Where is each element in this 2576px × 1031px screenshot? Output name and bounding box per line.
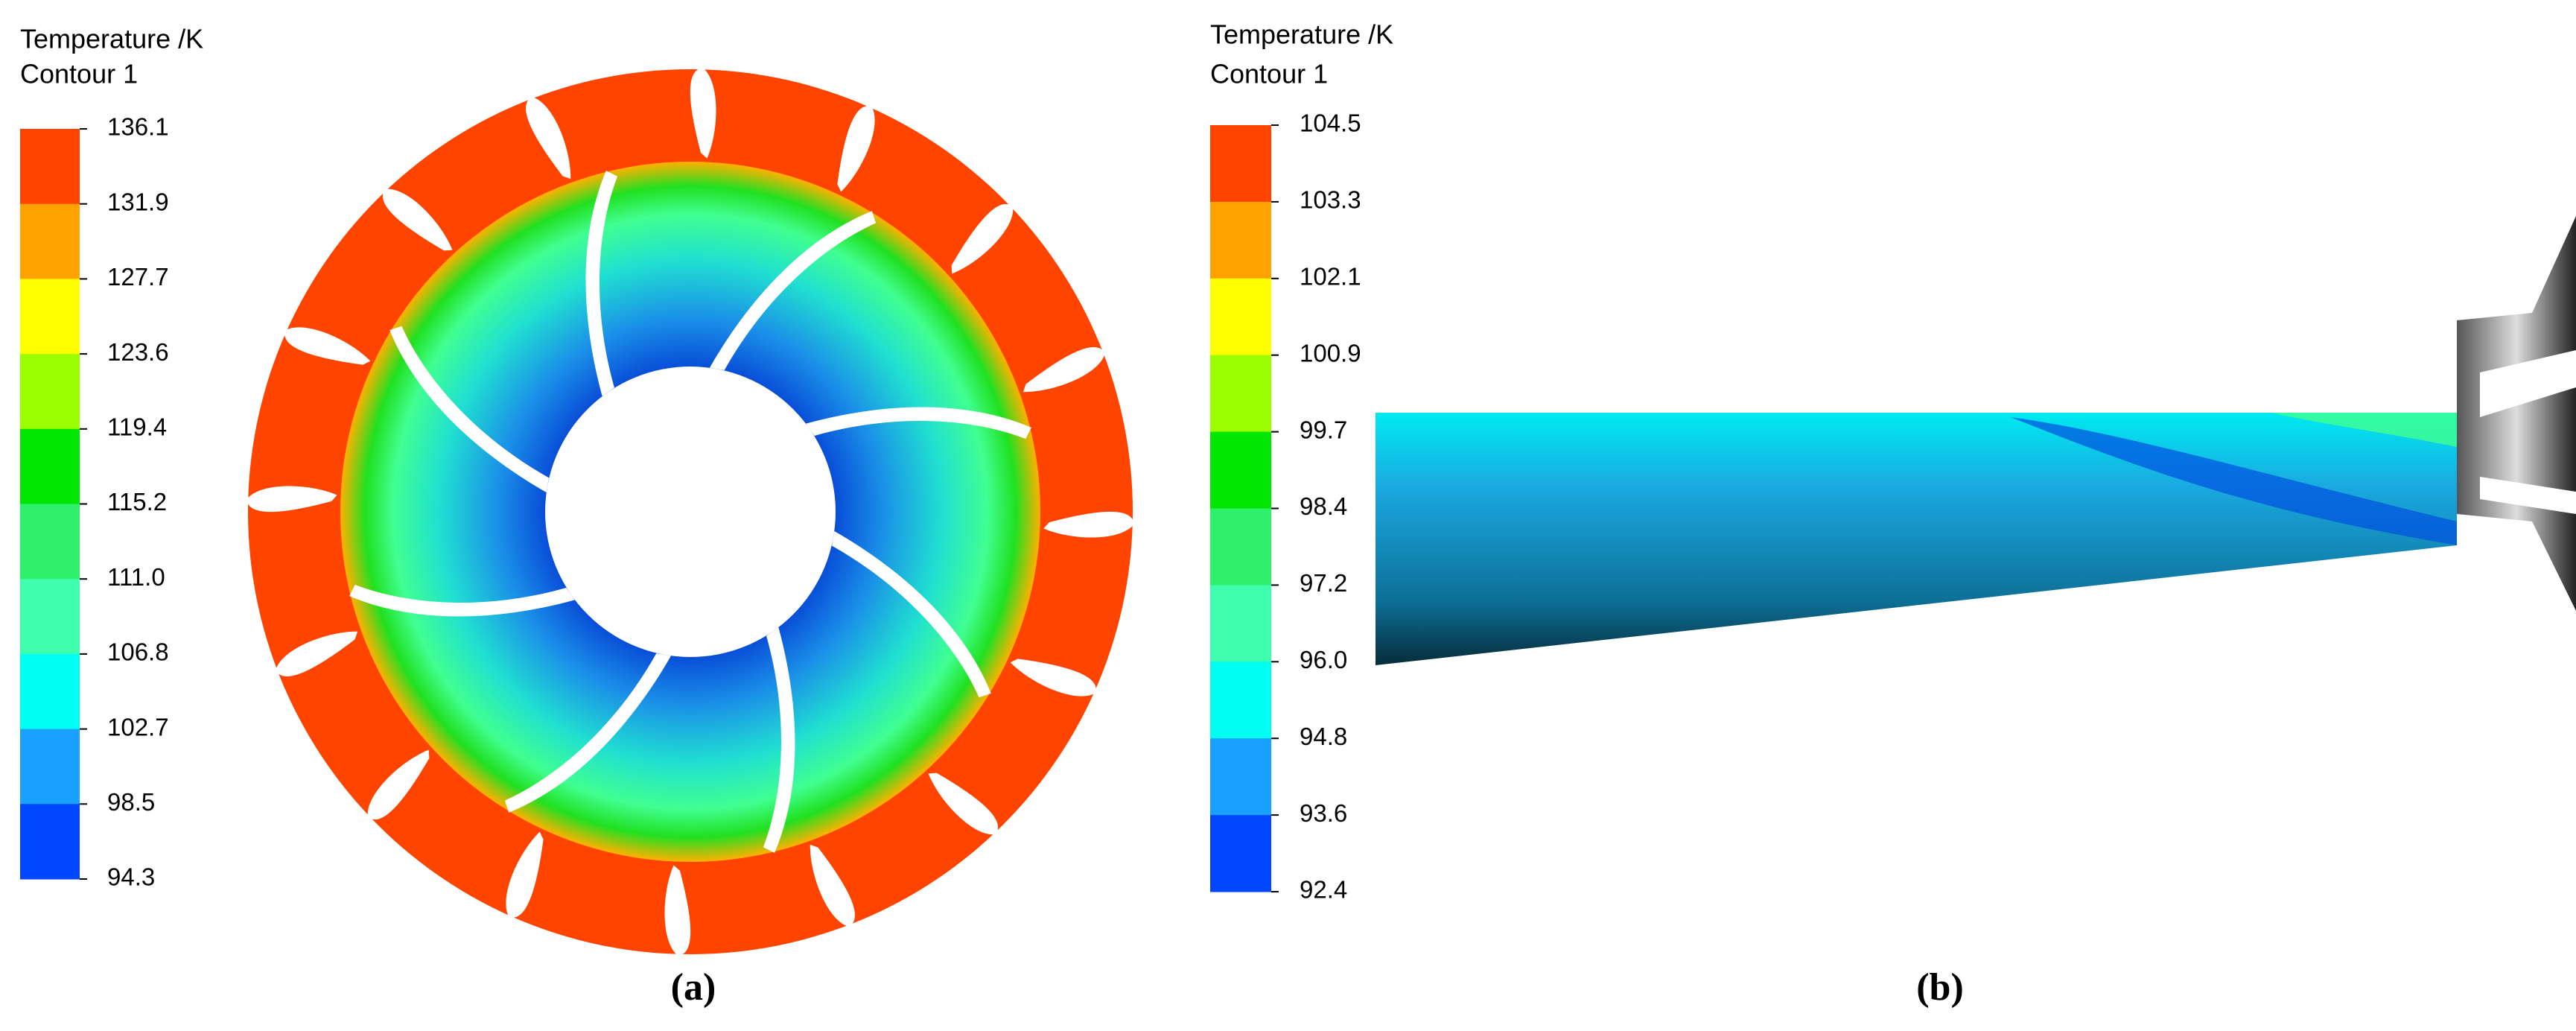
color-band — [20, 354, 80, 430]
stator-blade — [276, 631, 358, 676]
color-band — [1210, 508, 1271, 586]
stator-blade — [1010, 659, 1096, 697]
impeller-blade — [763, 627, 795, 853]
stator-blade — [664, 865, 691, 956]
color-band — [1210, 662, 1271, 739]
level-label: 93.6 — [1300, 799, 1347, 827]
legend-subtitle: Contour 1 — [20, 59, 138, 89]
level-label: 106.8 — [107, 638, 169, 666]
level-label: 104.5 — [1300, 110, 1361, 137]
panel-label: (b) — [1916, 966, 1964, 1009]
color-band — [20, 504, 80, 580]
stator-blade — [382, 188, 453, 251]
impeller-blade — [806, 407, 1031, 440]
level-label: 131.9 — [107, 188, 169, 215]
stator-blade — [1043, 511, 1134, 538]
color-band — [1210, 201, 1271, 279]
color-band — [1210, 815, 1271, 892]
level-label: 100.9 — [1300, 339, 1361, 367]
impeller-blade — [349, 584, 575, 617]
legend-subtitle: Contour 1 — [1210, 59, 1328, 89]
streak — [2271, 413, 2457, 447]
stator-blade — [247, 486, 337, 513]
level-label: 94.8 — [1300, 723, 1347, 750]
color-band — [1210, 355, 1271, 433]
stator-blade — [690, 68, 716, 159]
stator-blade — [526, 97, 571, 180]
duct — [1376, 413, 2457, 665]
stator-blade — [284, 327, 371, 365]
color-band — [1210, 431, 1271, 509]
color-band — [20, 428, 80, 504]
level-label: 119.4 — [107, 413, 167, 441]
legend-title: Temperature /K — [1210, 19, 1393, 50]
color-band — [20, 129, 80, 205]
stator-blade — [1023, 347, 1105, 393]
level-label: 98.5 — [107, 788, 155, 816]
stator-blade — [810, 844, 855, 927]
stator-blade — [928, 773, 999, 835]
color-band — [20, 729, 80, 805]
level-label: 115.2 — [107, 488, 167, 516]
impeller-blade — [504, 653, 672, 813]
stator-blade — [367, 749, 430, 820]
streak — [2011, 417, 2457, 545]
color-band — [20, 653, 80, 730]
level-label: 102.1 — [1300, 263, 1361, 291]
level-label: 94.3 — [107, 863, 155, 891]
color-band — [1210, 125, 1271, 203]
color-band — [20, 579, 80, 655]
level-label: 127.7 — [107, 263, 169, 291]
impeller-blade — [585, 171, 618, 396]
impeller — [2457, 216, 2576, 611]
color-band — [1210, 278, 1271, 356]
stator-blade — [837, 106, 875, 192]
color-band — [20, 279, 80, 355]
duct-contour — [1376, 216, 2576, 665]
color-band — [1210, 738, 1271, 816]
stator-blade — [506, 831, 544, 918]
color-band — [1210, 585, 1271, 662]
rotor-contour — [247, 68, 1134, 956]
color-band — [20, 203, 80, 279]
level-label: 92.4 — [1300, 876, 1347, 904]
impeller-blade — [709, 211, 877, 371]
level-label: 99.7 — [1300, 416, 1347, 443]
impeller-blade — [389, 326, 550, 493]
level-label: 103.3 — [1300, 186, 1361, 214]
level-label: 98.4 — [1300, 492, 1347, 520]
color-band — [20, 804, 80, 880]
level-label: 123.6 — [107, 338, 169, 366]
legends: Temperature /K Contour 1 136.1 131.9 127.7 12… — [20, 19, 1964, 1009]
legend-title: Temperature /K — [20, 24, 203, 54]
stator-blade — [951, 203, 1014, 274]
level-label: 111.0 — [107, 563, 165, 591]
impeller-gap — [2480, 350, 2576, 514]
hub — [545, 367, 836, 657]
level-label: 96.0 — [1300, 646, 1347, 673]
level-label: 136.1 — [107, 113, 169, 141]
level-label: 97.2 — [1300, 569, 1347, 597]
panel-label: (a) — [671, 966, 716, 1009]
impeller-blade — [831, 530, 991, 698]
level-label: 102.7 — [107, 713, 169, 740]
